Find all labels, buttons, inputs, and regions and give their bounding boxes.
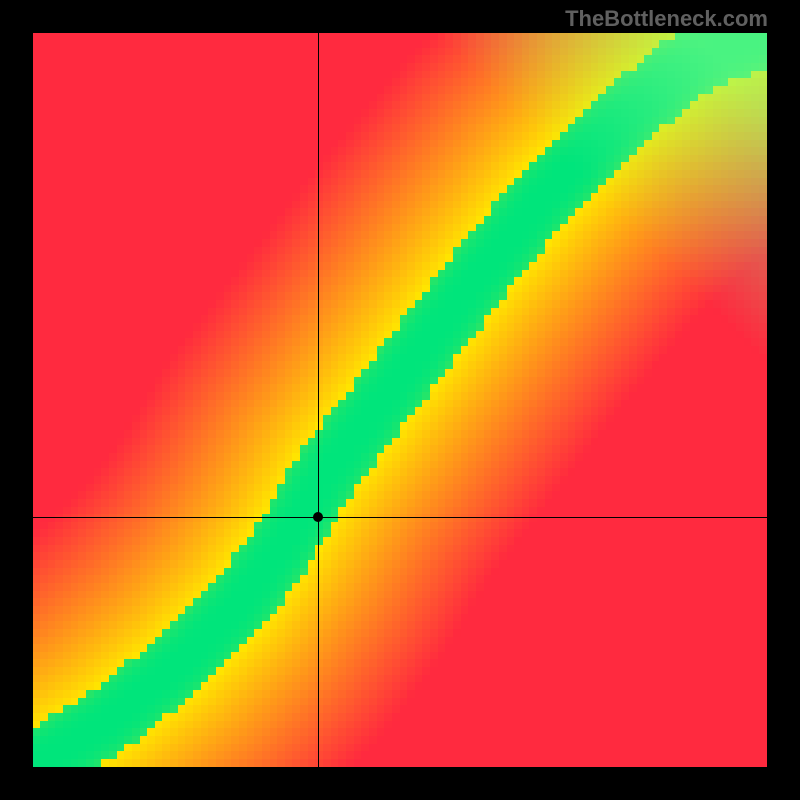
crosshair-vertical: [318, 33, 319, 767]
watermark-text: TheBottleneck.com: [565, 6, 768, 32]
chart-container: TheBottleneck.com: [0, 0, 800, 800]
crosshair-horizontal: [33, 517, 767, 518]
bottleneck-heatmap-canvas: [33, 33, 767, 767]
